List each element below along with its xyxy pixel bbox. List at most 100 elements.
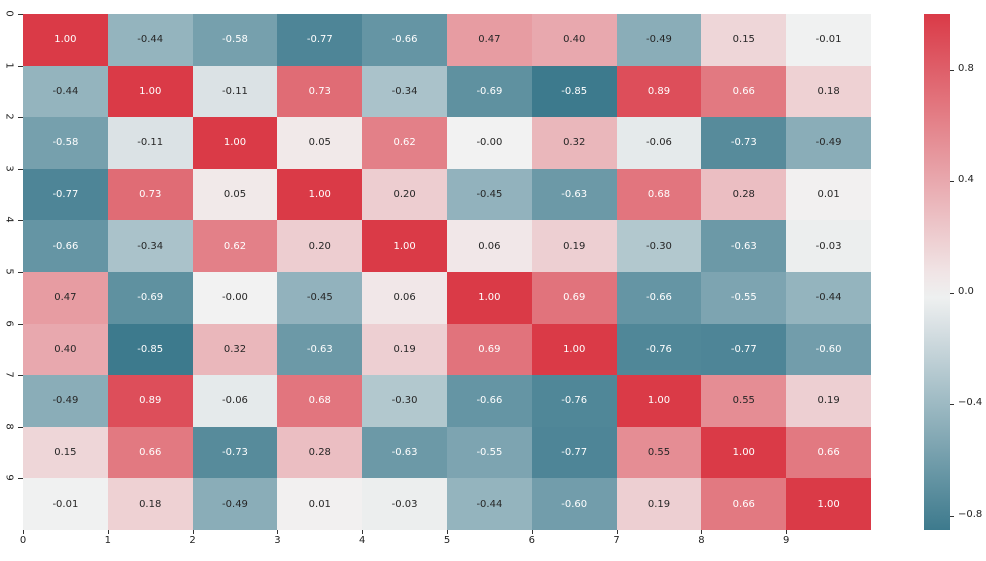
y-tick-mark	[18, 117, 23, 119]
heatmap-cell: 0.89	[107, 375, 193, 427]
heatmap-cell: 0.68	[277, 375, 363, 427]
heatmap-cell: 0.05	[277, 117, 363, 169]
heatmap-cell: 1.00	[277, 168, 363, 221]
heatmap-cell: -0.66	[23, 220, 108, 272]
heatmap-cell: -0.66	[616, 271, 702, 324]
heatmap-cell: -0.49	[192, 478, 278, 530]
heatmap-cell: 0.66	[701, 478, 787, 530]
y-tick-label: 7	[3, 371, 15, 378]
heatmap-cell: -0.73	[701, 117, 787, 169]
heatmap-cell: 0.40	[23, 323, 108, 376]
heatmap-cell: -0.01	[786, 14, 871, 66]
heatmap-cell: 1.00	[192, 117, 278, 169]
heatmap-cell: -0.00	[447, 117, 532, 169]
y-tick-mark	[18, 14, 23, 15]
heatmap-cell: 0.62	[362, 117, 447, 169]
colorbar-tick-mark	[950, 404, 954, 406]
heatmap-cell: -0.34	[107, 220, 193, 272]
heatmap-cell: -0.85	[107, 323, 193, 376]
heatmap-cell: 0.62	[192, 220, 278, 272]
heatmap-cell: -0.58	[192, 14, 278, 66]
y-tick-label: 2	[3, 113, 15, 120]
heatmap-cell: 0.20	[277, 220, 363, 272]
heatmap-cell: 0.18	[107, 478, 193, 530]
heatmap-cell: -0.63	[531, 168, 617, 221]
x-tick-label: 6	[528, 535, 535, 546]
heatmap-cell: -0.77	[23, 168, 108, 221]
heatmap-cell: 1.00	[616, 375, 702, 427]
heatmap-cell: 0.28	[277, 426, 363, 479]
colorbar-tick-mark	[950, 292, 954, 294]
heatmap-cell: 0.66	[107, 426, 193, 479]
colorbar-tick-mark	[950, 69, 954, 71]
heatmap-cell: -0.06	[192, 375, 278, 427]
heatmap-cell: 1.00	[23, 14, 108, 66]
heatmap-cell: 1.00	[362, 220, 447, 272]
heatmap-cell: -0.06	[616, 117, 702, 169]
heatmap-cell: 0.69	[531, 271, 617, 324]
heatmap-cell: 0.68	[616, 168, 702, 221]
heatmap-cell: 0.15	[23, 426, 108, 479]
y-tick-label: 3	[3, 165, 15, 172]
y-tick-mark	[18, 478, 23, 480]
heatmap-cell: -0.11	[107, 117, 193, 169]
y-tick-label: 9	[3, 474, 15, 482]
heatmap-cell: -0.85	[531, 65, 617, 118]
heatmap-cell: 0.66	[701, 65, 787, 118]
heatmap-cell: 0.47	[23, 271, 108, 324]
heatmap-cell: -0.63	[277, 323, 363, 376]
x-tick-mark	[447, 530, 448, 534]
heatmap-cell: -0.63	[701, 220, 787, 272]
heatmap-cell: 0.19	[616, 478, 702, 530]
x-tick-label: 5	[443, 535, 451, 546]
heatmap-cell: 0.55	[701, 375, 787, 427]
heatmap-cell: 0.32	[192, 323, 278, 376]
heatmap-cell: -0.69	[107, 271, 193, 324]
heatmap-cell: 0.19	[786, 375, 871, 427]
y-tick-label: 0	[3, 10, 15, 17]
heatmap-cell: 0.19	[362, 323, 447, 376]
heatmap-cell: 0.20	[362, 168, 447, 221]
colorbar-tick-mark	[950, 181, 954, 183]
x-tick-mark	[107, 530, 109, 534]
heatmap-cell: -0.01	[23, 478, 108, 530]
heatmap-cell: 0.28	[701, 168, 787, 221]
heatmap-cell: -0.00	[192, 271, 278, 324]
heatmap-cell: -0.58	[23, 117, 108, 169]
heatmap-cell: 1.00	[786, 478, 871, 530]
x-tick-label: 4	[359, 535, 366, 546]
colorbar-tick-mark	[950, 516, 954, 518]
x-tick-mark	[701, 530, 703, 534]
heatmap-cell: 0.05	[192, 168, 278, 221]
x-tick-mark	[277, 530, 279, 534]
heatmap-cell: -0.03	[362, 478, 447, 530]
heatmap-cell: 0.55	[616, 426, 702, 479]
colorbar-tick-label: −0.4	[958, 397, 983, 409]
heatmap-cell: -0.30	[616, 220, 702, 272]
heatmap-cell: 0.47	[447, 14, 532, 66]
y-tick-mark	[18, 220, 23, 222]
heatmap-cell: -0.49	[23, 375, 108, 427]
heatmap-cell: 1.00	[531, 323, 617, 376]
heatmap-cell: 0.40	[531, 14, 617, 66]
heatmap-cell: 1.00	[701, 426, 787, 479]
heatmap-cell: -0.44	[786, 271, 871, 324]
heatmap-cell: -0.11	[192, 65, 278, 118]
x-tick-label: 8	[698, 535, 705, 546]
y-tick-mark	[18, 323, 23, 325]
y-tick-label: 5	[3, 268, 15, 275]
heatmap-cell: -0.49	[786, 117, 871, 169]
heatmap-cell: -0.60	[531, 478, 617, 530]
heatmap-grid: 1.00 -0.44 -0.58 -0.77 -0.66 0.47 0.40 -0.49 0.1…	[23, 14, 871, 530]
heatmap-cell: 0.06	[362, 271, 447, 324]
x-tick-mark	[362, 530, 364, 534]
heatmap-cell: 0.19	[531, 220, 617, 272]
colorbar	[924, 14, 950, 530]
heatmap-cell: 1.00	[107, 65, 193, 118]
y-tick-mark	[18, 426, 23, 428]
x-tick-label: 1	[104, 535, 111, 546]
y-tick-mark	[18, 65, 23, 67]
heatmap-cell: 0.69	[447, 323, 532, 376]
heatmap-cell: -0.45	[277, 271, 363, 324]
colorbar-tick-label: −0.8	[958, 509, 983, 521]
